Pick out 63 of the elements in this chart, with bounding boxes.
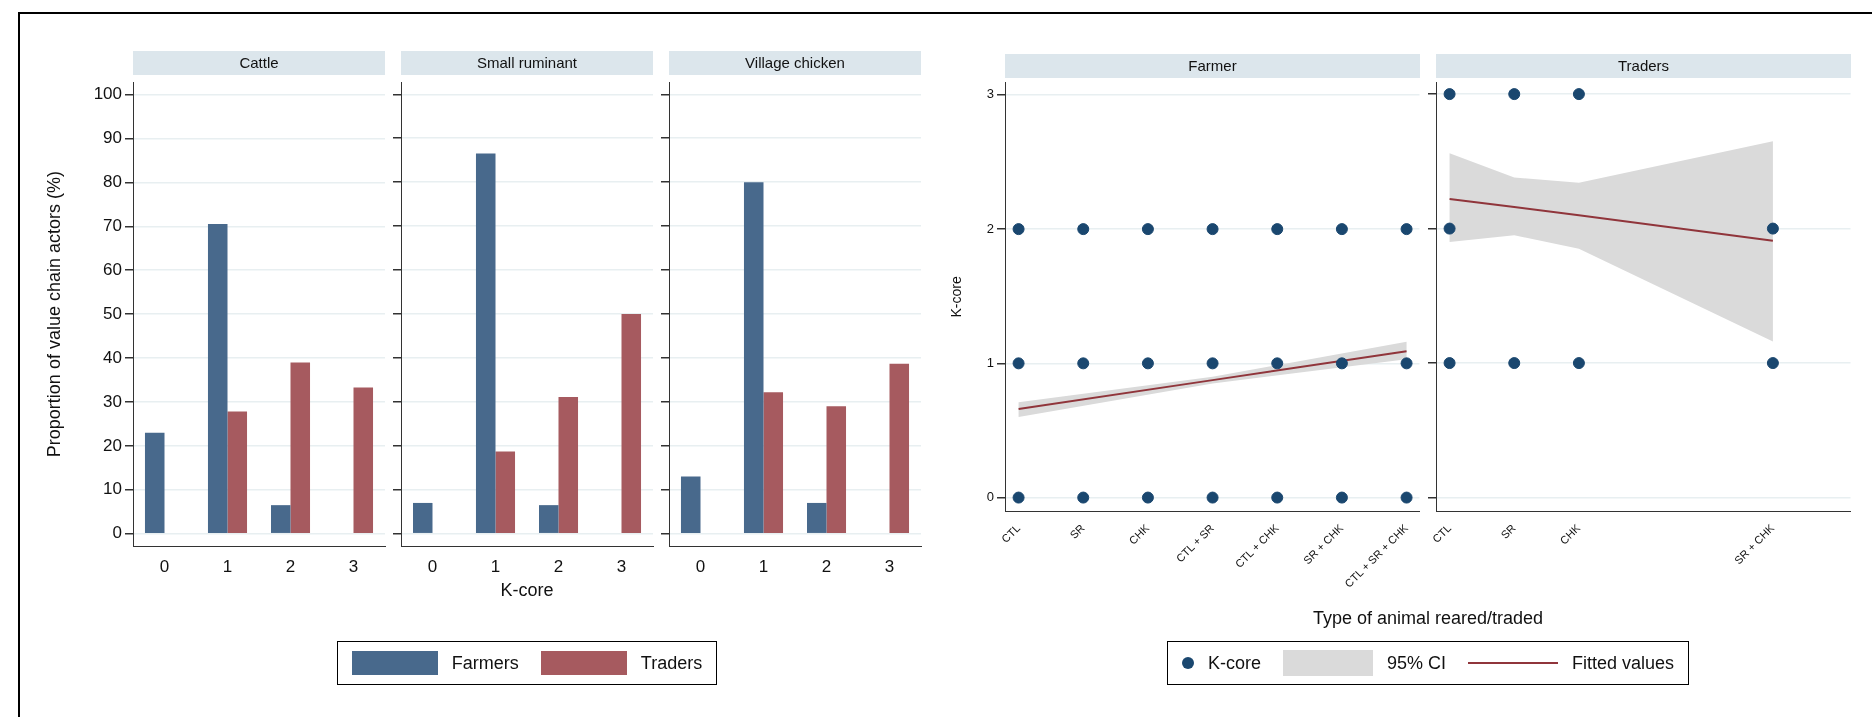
legend-label: Traders — [640, 652, 703, 674]
bar — [144, 432, 165, 533]
x-tick-label: 2 — [285, 556, 296, 576]
y-tick-label: 20 — [103, 435, 122, 455]
bar — [680, 476, 701, 533]
bar — [207, 224, 228, 533]
bar — [763, 392, 784, 533]
y-axis-title: K-core — [948, 276, 965, 318]
x-tick-label: SR — [1067, 521, 1087, 542]
y-tick-label: 10 — [103, 479, 122, 499]
x-axis-title: K-core — [499, 580, 555, 601]
x-tick-label: 0 — [695, 556, 706, 576]
chart-title: Cattle — [133, 51, 385, 75]
y-tick-label: 80 — [103, 172, 122, 192]
text: 95% CI — [1386, 652, 1446, 674]
x-tick-label: 3 — [348, 556, 359, 576]
bar — [270, 505, 291, 533]
x-tick-label: SR — [1498, 521, 1518, 542]
y-tick-label: 50 — [103, 303, 122, 323]
legend-label: Farmers — [451, 652, 519, 674]
legend-label: Fitted values — [1571, 652, 1675, 674]
x-tick-label: 2 — [553, 556, 564, 576]
y-tick-label: 0 — [986, 489, 994, 505]
y-tick-label: 3 — [986, 86, 994, 102]
bar — [227, 411, 248, 533]
bar — [495, 451, 516, 533]
x-tick-label: 2 — [821, 556, 832, 576]
y-tick-label: 1 — [986, 354, 994, 370]
bar — [621, 314, 642, 533]
bar — [290, 362, 311, 533]
bar — [806, 502, 827, 533]
bar — [743, 182, 764, 533]
chart-title: Small ruminant — [401, 51, 653, 75]
x-tick-label: CTL — [998, 521, 1023, 545]
chart-title: Village chicken — [669, 51, 921, 75]
x-tick-label: 1 — [758, 556, 769, 576]
y-tick-label: 30 — [103, 391, 122, 411]
bar — [412, 502, 433, 533]
y-tick-label: 2 — [986, 220, 994, 236]
y-tick-label: 60 — [103, 259, 122, 279]
x-tick-label: 3 — [616, 556, 627, 576]
bar — [353, 387, 374, 533]
y-axis-title: Proportion of value chain actors (%) — [43, 171, 64, 458]
x-tick-label: 3 — [884, 556, 895, 576]
x-tick-label: CTL — [1429, 521, 1454, 545]
chart-title: Farmer — [1005, 54, 1420, 78]
x-tick-label: 1 — [490, 556, 501, 576]
bar — [889, 363, 910, 533]
y-tick-label: 40 — [103, 347, 122, 367]
y-tick-label: 90 — [103, 128, 122, 148]
chart-title: Traders — [1436, 54, 1851, 78]
x-tick-label: 1 — [222, 556, 233, 576]
bar — [475, 153, 496, 533]
bar — [558, 397, 579, 533]
bar — [538, 505, 559, 533]
x-tick-label: 0 — [427, 556, 438, 576]
y-tick-label: 100 — [93, 84, 122, 104]
x-tick-label: 0 — [159, 556, 170, 576]
legend-label: K-core — [1207, 652, 1261, 674]
x-tick-label: CTL + SR — [1173, 521, 1217, 565]
y-tick-label: 70 — [103, 215, 122, 235]
bar — [826, 406, 847, 533]
x-axis-title: Type of animal reared/traded — [1311, 608, 1545, 629]
